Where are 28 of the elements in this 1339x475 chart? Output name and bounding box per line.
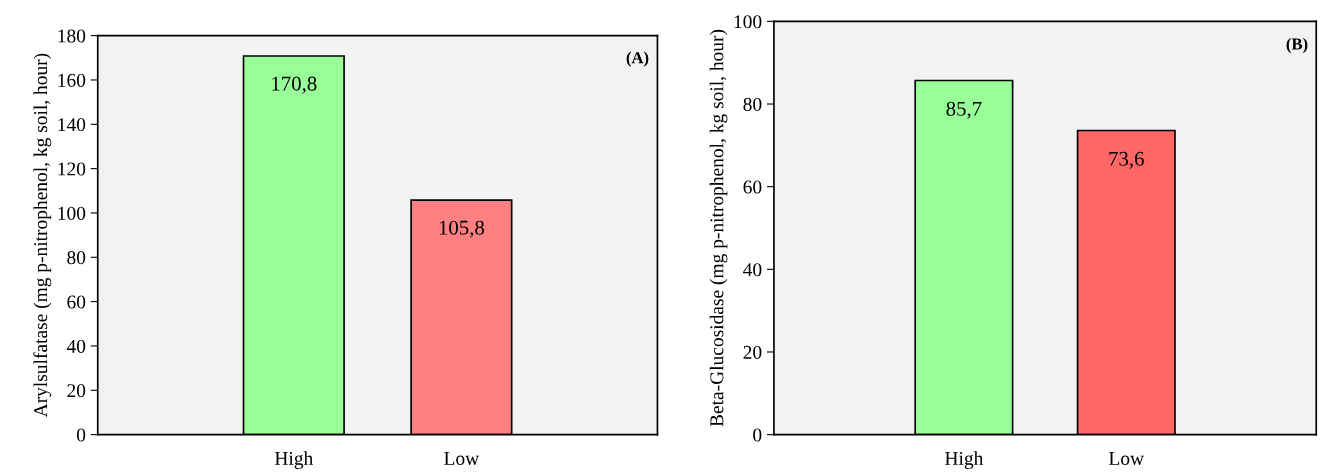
- y-tick-label: 160: [58, 73, 86, 87]
- y-tick-label: 0: [753, 428, 762, 442]
- y-tick-label: 60: [743, 180, 762, 194]
- y-tick-label: 20: [67, 384, 86, 398]
- x-tick-label: High: [945, 451, 984, 469]
- annotation: (A): [626, 51, 649, 67]
- y-tick-label: 40: [743, 263, 762, 277]
- y-tick-label: 100: [734, 15, 762, 29]
- y-tick-label: 20: [743, 345, 762, 359]
- y-tick-label: 60: [67, 295, 86, 309]
- annotation: (B): [1286, 37, 1308, 54]
- y-axis-title: Arylsulfatase (mg p-nitrophenol, kg soil, hour): [33, 53, 52, 418]
- y-axis-title: Beta-Glucosidase (mg p-nitrophenol, kg soil, hour): [709, 29, 728, 427]
- y-tick-label: 120: [58, 162, 86, 176]
- y-tick-label: 40: [66, 339, 86, 353]
- y-tick-label: 100: [58, 206, 86, 220]
- y-tick-label: 80: [743, 97, 762, 111]
- x-tick-label: Low: [1109, 452, 1145, 465]
- y-tick-label: 80: [67, 251, 86, 265]
- y-tick-label: 180: [58, 29, 86, 43]
- x-tick-label: Low: [444, 452, 480, 465]
- data-label: 73,6: [1109, 151, 1144, 169]
- data-label: 105,8: [439, 220, 485, 238]
- data-label: 170,8: [272, 76, 317, 94]
- data-label: 85,7: [946, 101, 982, 119]
- y-tick-label: 140: [58, 118, 86, 132]
- x-tick-label: High: [274, 451, 313, 469]
- y-tick-label: 0: [76, 428, 86, 442]
